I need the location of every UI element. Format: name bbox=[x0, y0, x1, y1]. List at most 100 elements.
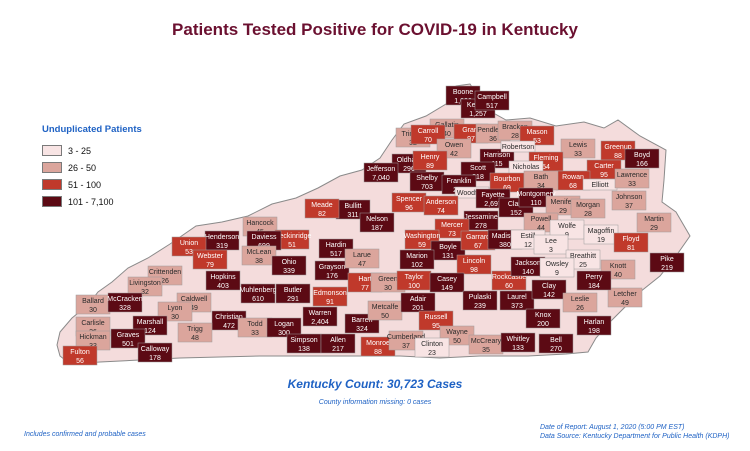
county-butler: Butler 291 bbox=[275, 283, 311, 304]
county-count: 100 bbox=[408, 283, 420, 290]
county-name: Owen bbox=[445, 142, 463, 149]
legend: Unduplicated Patients 3 - 25 26 - 50 51 … bbox=[42, 124, 142, 210]
county-bath: Bath 34 bbox=[523, 170, 559, 191]
county-name: Clark bbox=[508, 201, 525, 208]
county-count: 59 bbox=[418, 242, 426, 249]
county-name: Letcher bbox=[613, 291, 637, 298]
county-shape bbox=[519, 125, 555, 146]
county-breathitt: Breathitt 25 bbox=[565, 249, 601, 270]
county-mason: Mason 53 bbox=[519, 125, 555, 146]
county-count: 49 bbox=[190, 305, 198, 312]
county-count: 81 bbox=[627, 245, 635, 252]
county-simpson: Simpson 138 bbox=[286, 333, 322, 354]
county-shape bbox=[320, 333, 356, 354]
county-shape bbox=[560, 138, 596, 159]
county-count: 610 bbox=[252, 296, 264, 303]
county-name: Montgomery bbox=[517, 191, 556, 198]
county-shape bbox=[275, 283, 311, 304]
county-shape bbox=[614, 168, 650, 189]
county-count: 91 bbox=[326, 299, 334, 306]
county-count: 26 bbox=[576, 305, 584, 312]
county-fulton: Fulton 56 bbox=[62, 345, 98, 366]
county-name: Logan bbox=[274, 321, 294, 328]
county-name: Union bbox=[180, 240, 198, 247]
county-mccreary: McCreary 35 bbox=[468, 334, 504, 355]
county-shape bbox=[412, 150, 448, 171]
county-name: Mason bbox=[526, 129, 547, 136]
county-count: 703 bbox=[421, 184, 433, 191]
county-name: Christian bbox=[215, 314, 243, 321]
county-name: Nicholas bbox=[513, 164, 540, 171]
county-count: 53 bbox=[533, 138, 541, 145]
county-russell: Russell 95 bbox=[418, 310, 454, 331]
county-shape bbox=[192, 249, 228, 270]
footnote: Includes confirmed and probable cases bbox=[24, 431, 146, 438]
county-count: 95 bbox=[600, 172, 608, 179]
county-count: 2,697 bbox=[484, 201, 502, 208]
county-count: 138 bbox=[298, 346, 310, 353]
county-carroll: Carroll 70 bbox=[410, 124, 446, 145]
county-lincoln: Lincoln 98 bbox=[456, 254, 492, 275]
county-count: 517 bbox=[330, 251, 342, 258]
county-name: McCreary bbox=[471, 338, 502, 345]
county-count: 300 bbox=[278, 330, 290, 337]
county-name: Robertson bbox=[502, 144, 534, 151]
county-spencer: Spencer 96 bbox=[391, 192, 427, 213]
county-count: 88 bbox=[614, 153, 622, 160]
county-count: 89 bbox=[426, 163, 434, 170]
county-shape bbox=[531, 279, 567, 300]
missing-info-note: County information missing: 0 cases bbox=[318, 399, 432, 406]
county-lee: Lee 3 bbox=[533, 234, 569, 255]
county-count: 26 bbox=[161, 278, 169, 285]
county-name: Knox bbox=[535, 312, 551, 319]
county-logan: Logan 300 bbox=[266, 317, 302, 338]
county-shelby: Shelby 703 bbox=[409, 171, 445, 192]
county-name: Lewis bbox=[569, 142, 587, 149]
county-count: 311 bbox=[347, 212, 358, 219]
legend-label: 101 - 7,100 bbox=[68, 196, 114, 207]
county-name: Metcalfe bbox=[372, 304, 399, 311]
county-shape bbox=[429, 272, 465, 293]
county-monroe: Monroe 88 bbox=[360, 336, 396, 357]
county-count: 318 bbox=[472, 174, 484, 181]
county-name: Taylor bbox=[405, 274, 424, 281]
county-name: Marshall bbox=[137, 319, 164, 326]
county-name: Graves bbox=[117, 332, 140, 339]
county-count: 25 bbox=[579, 262, 587, 269]
county-shape bbox=[570, 198, 606, 219]
county-name: Rowan bbox=[562, 174, 584, 181]
county-count: 38 bbox=[255, 258, 263, 265]
county-name: Leslie bbox=[571, 296, 589, 303]
county-count: 53 bbox=[185, 249, 193, 256]
county-shape bbox=[434, 218, 470, 239]
county-name: Woodford bbox=[457, 190, 487, 197]
county-shape bbox=[418, 310, 454, 331]
county-count: 50 bbox=[453, 338, 461, 345]
county-jessamine: Jessamine 278 bbox=[463, 210, 499, 231]
county-count: 472 bbox=[223, 323, 235, 330]
county-name: Bell bbox=[550, 337, 562, 344]
county-trigg: Trigg 48 bbox=[177, 322, 213, 343]
report-info: Date of Report: August 1, 2020 (5:00 PM … bbox=[540, 423, 729, 441]
county-shape bbox=[399, 249, 435, 270]
county-count: 219 bbox=[661, 265, 673, 272]
county-letcher: Letcher 49 bbox=[607, 287, 643, 308]
county-count: 319 bbox=[216, 243, 228, 250]
county-name: Allen bbox=[330, 337, 346, 344]
county-name: Hopkins bbox=[210, 274, 236, 281]
county-name: Barren bbox=[351, 317, 372, 324]
county-shape bbox=[607, 287, 643, 308]
county-floyd: Floyd 81 bbox=[613, 232, 649, 253]
county-morgan: Morgan 28 bbox=[570, 198, 606, 219]
county-count: 201 bbox=[412, 305, 424, 312]
county-shape bbox=[613, 232, 649, 253]
county-name: Jefferson bbox=[367, 166, 396, 173]
county-henderson: Henderson 319 bbox=[204, 230, 240, 251]
county-count: 69 bbox=[503, 185, 511, 192]
county-elliott: Elliott bbox=[582, 178, 618, 191]
county-shape bbox=[611, 190, 647, 211]
county-count: 74 bbox=[437, 208, 445, 215]
county-name: Cumberland bbox=[387, 334, 425, 341]
county-harlan: Harlan 198 bbox=[576, 315, 612, 336]
